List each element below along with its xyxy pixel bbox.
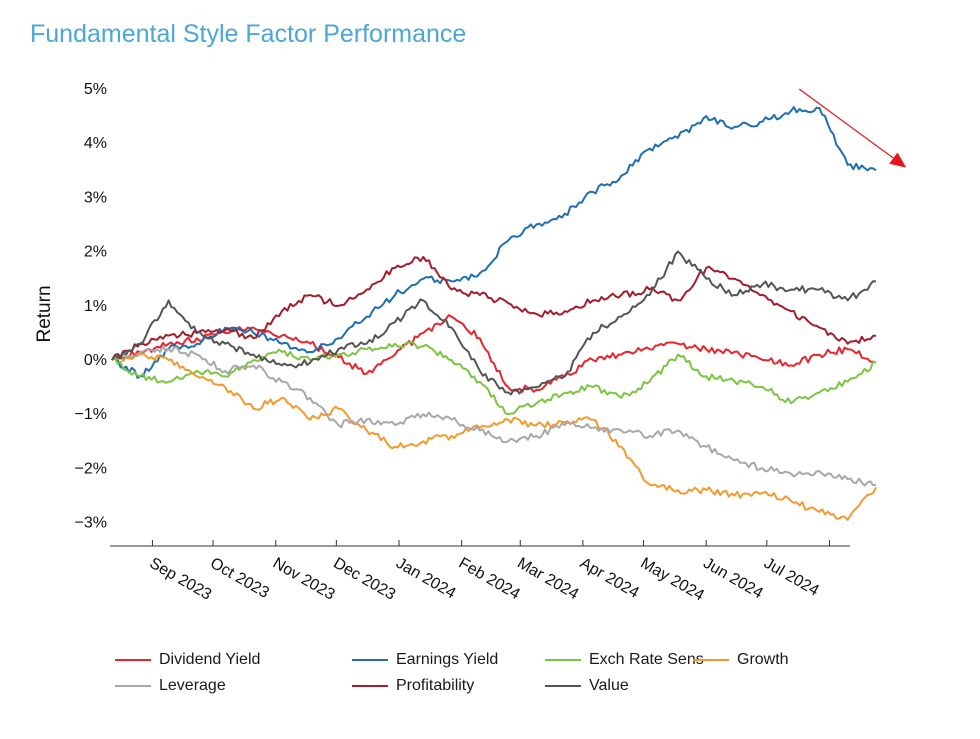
series-line-leverage <box>111 345 877 487</box>
trend-arrow-head <box>889 152 907 168</box>
chart-title: Fundamental Style Factor Performance <box>30 20 467 48</box>
y-tick-label: −1% <box>75 406 107 423</box>
legend-swatch <box>352 658 388 662</box>
y-tick-label: 5% <box>84 81 107 98</box>
x-tick-label: Dec 2023 <box>330 555 398 604</box>
y-tick-label: 3% <box>84 189 107 206</box>
y-tick-label: 2% <box>84 244 107 261</box>
x-tick-label: Oct 2023 <box>207 555 272 602</box>
x-tick-label: Jul 2024 <box>761 555 822 600</box>
legend-label: Dividend Yield <box>159 651 261 668</box>
legend-swatch <box>545 658 581 662</box>
legend-item: Growth <box>693 651 789 669</box>
legend-row: Leverage Profitability Value <box>115 677 875 703</box>
legend-label: Earnings Yield <box>396 651 499 668</box>
x-tick-label: Jun 2024 <box>700 555 766 603</box>
annotation-layer <box>798 88 907 168</box>
x-tick-label: Apr 2024 <box>577 555 642 602</box>
y-tick-label: 1% <box>84 298 107 315</box>
legend-row: Dividend Yield Earnings Yield Exch Rate Se… <box>115 651 875 677</box>
y-tick-label: 0% <box>84 352 107 369</box>
legend-item: Exch Rate Sens <box>545 651 704 669</box>
x-tick-label: Feb 2024 <box>456 555 523 604</box>
legend-item: Leverage <box>115 677 226 695</box>
y-tick-label: 4% <box>84 135 107 152</box>
trend-arrow-line <box>798 88 894 159</box>
series-lines <box>111 106 877 521</box>
x-tick-label: Mar 2024 <box>514 555 581 604</box>
series-line-profitability <box>111 256 877 361</box>
legend: Dividend Yield Earnings Yield Exch Rate Se… <box>115 651 875 703</box>
series-line-dividend-yield <box>111 314 877 393</box>
legend-item: Value <box>545 677 629 695</box>
x-tick-label: Sep 2023 <box>146 555 214 604</box>
legend-label: Growth <box>737 651 789 668</box>
series-line-exch-rate-sens <box>111 341 877 416</box>
y-tick-label: −3% <box>75 515 107 532</box>
x-tick-label: Nov 2023 <box>270 555 338 604</box>
legend-swatch <box>115 658 151 662</box>
x-tick-label: Jan 2024 <box>393 555 459 603</box>
legend-swatch <box>545 684 581 688</box>
legend-label: Leverage <box>159 677 226 694</box>
y-axis: 5% 4% 3% 2% 1% 0% −1% −2% −3% <box>75 81 107 532</box>
y-axis-label: Return <box>34 285 55 342</box>
legend-label: Value <box>589 677 629 694</box>
legend-swatch <box>115 684 151 688</box>
legend-swatch <box>693 658 729 662</box>
y-tick-label: −2% <box>75 460 107 477</box>
legend-item: Dividend Yield <box>115 651 260 669</box>
series-line-growth <box>111 352 877 521</box>
legend-swatch <box>352 684 388 688</box>
legend-label: Profitability <box>396 677 475 694</box>
legend-item: Earnings Yield <box>352 651 498 669</box>
series-line-value <box>111 250 877 396</box>
legend-label: Exch Rate Sens <box>589 651 704 668</box>
x-tick-label: May 2024 <box>638 555 707 605</box>
series-line-earnings-yield <box>111 106 877 379</box>
legend-item: Profitability <box>352 677 474 695</box>
